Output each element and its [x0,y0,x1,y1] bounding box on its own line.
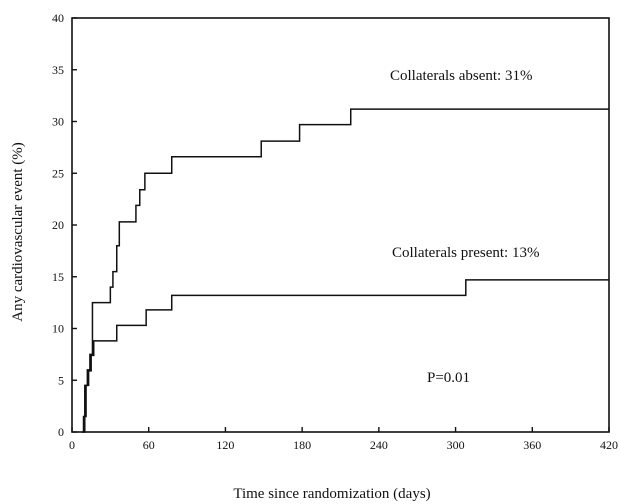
y-tick-label: 10 [52,322,64,336]
y-tick-label: 20 [52,218,64,232]
y-tick-label: 5 [58,373,64,387]
y-tick-label: 30 [52,115,64,129]
y-axis-label: Any cardiovascular event (%) [10,142,26,322]
series-line-collaterals-absent [82,108,609,433]
x-tick-label: 360 [523,438,541,452]
series-group [82,108,609,433]
y-tick-label: 25 [52,166,64,180]
annotation-absent-label: Collaterals absent: 31% [390,68,532,84]
x-tick-label: 0 [69,438,75,452]
y-tick-label: 15 [52,270,64,284]
x-tick-label: 60 [143,438,155,452]
x-tick-label: 300 [447,438,465,452]
ticks: 0 5 10 15 20 25 30 35 40 0 60 120 180 240 300 360 420 [52,11,618,452]
x-tick-label: 120 [216,438,234,452]
x-axis-label: Time since randomization (days) [233,486,430,502]
x-tick-label: 420 [600,438,618,452]
y-tick-label: 40 [52,11,64,25]
p-value-label: P=0.01 [427,370,470,386]
y-tick-label: 35 [52,63,64,77]
x-tick-label: 240 [370,438,388,452]
x-tick-label: 180 [293,438,311,452]
series-line-collaterals-present [82,279,609,433]
annotation-present-label: Collaterals present: 13% [392,245,539,261]
y-tick-label: 0 [58,425,64,439]
